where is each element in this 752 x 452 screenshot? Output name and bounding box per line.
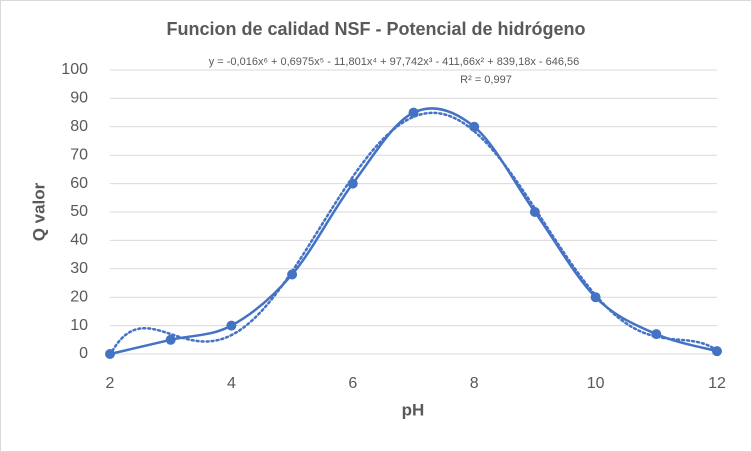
data-point [469, 121, 480, 132]
data-point [287, 269, 298, 280]
data-point [408, 107, 419, 118]
data-point [590, 292, 601, 303]
y-tick-label: 30 [70, 260, 88, 277]
y-tick-label: 20 [70, 288, 88, 305]
y-tick-label: 100 [61, 61, 88, 78]
data-point [226, 320, 237, 331]
y-tick-label: 80 [70, 118, 88, 135]
y-tick-label: 40 [70, 232, 88, 249]
y-tick-label: 70 [70, 146, 88, 163]
chart-title: Funcion de calidad NSF - Potencial de hi… [166, 19, 585, 39]
x-axis-title: pH [402, 400, 425, 419]
x-tick-label: 6 [348, 375, 357, 392]
trendline-equation: y = -0,016x⁶ + 0,6975x⁵ - 11,801x⁴ + 97,… [209, 56, 580, 68]
data-point [529, 207, 540, 217]
x-tick-label: 10 [587, 375, 605, 392]
trendline [108, 111, 719, 357]
data-point [165, 334, 176, 345]
y-tick-label: 50 [70, 203, 88, 220]
x-tick-label: 12 [708, 375, 726, 392]
data-point [651, 329, 662, 340]
x-tick-label: 8 [470, 375, 479, 392]
y-tick-label: 0 [79, 345, 88, 362]
y-tick-label: 60 [70, 175, 88, 192]
y-tick-label: 90 [70, 90, 88, 107]
data-point [347, 178, 358, 189]
data-point [105, 349, 115, 359]
x-tick-label: 4 [227, 375, 236, 392]
x-tick-label: 2 [106, 375, 115, 392]
data-point [712, 346, 722, 357]
y-tick-label: 10 [70, 317, 88, 334]
y-axis-title: Q valor [29, 182, 48, 241]
trendline-r2: R² = 0,997 [460, 74, 512, 86]
